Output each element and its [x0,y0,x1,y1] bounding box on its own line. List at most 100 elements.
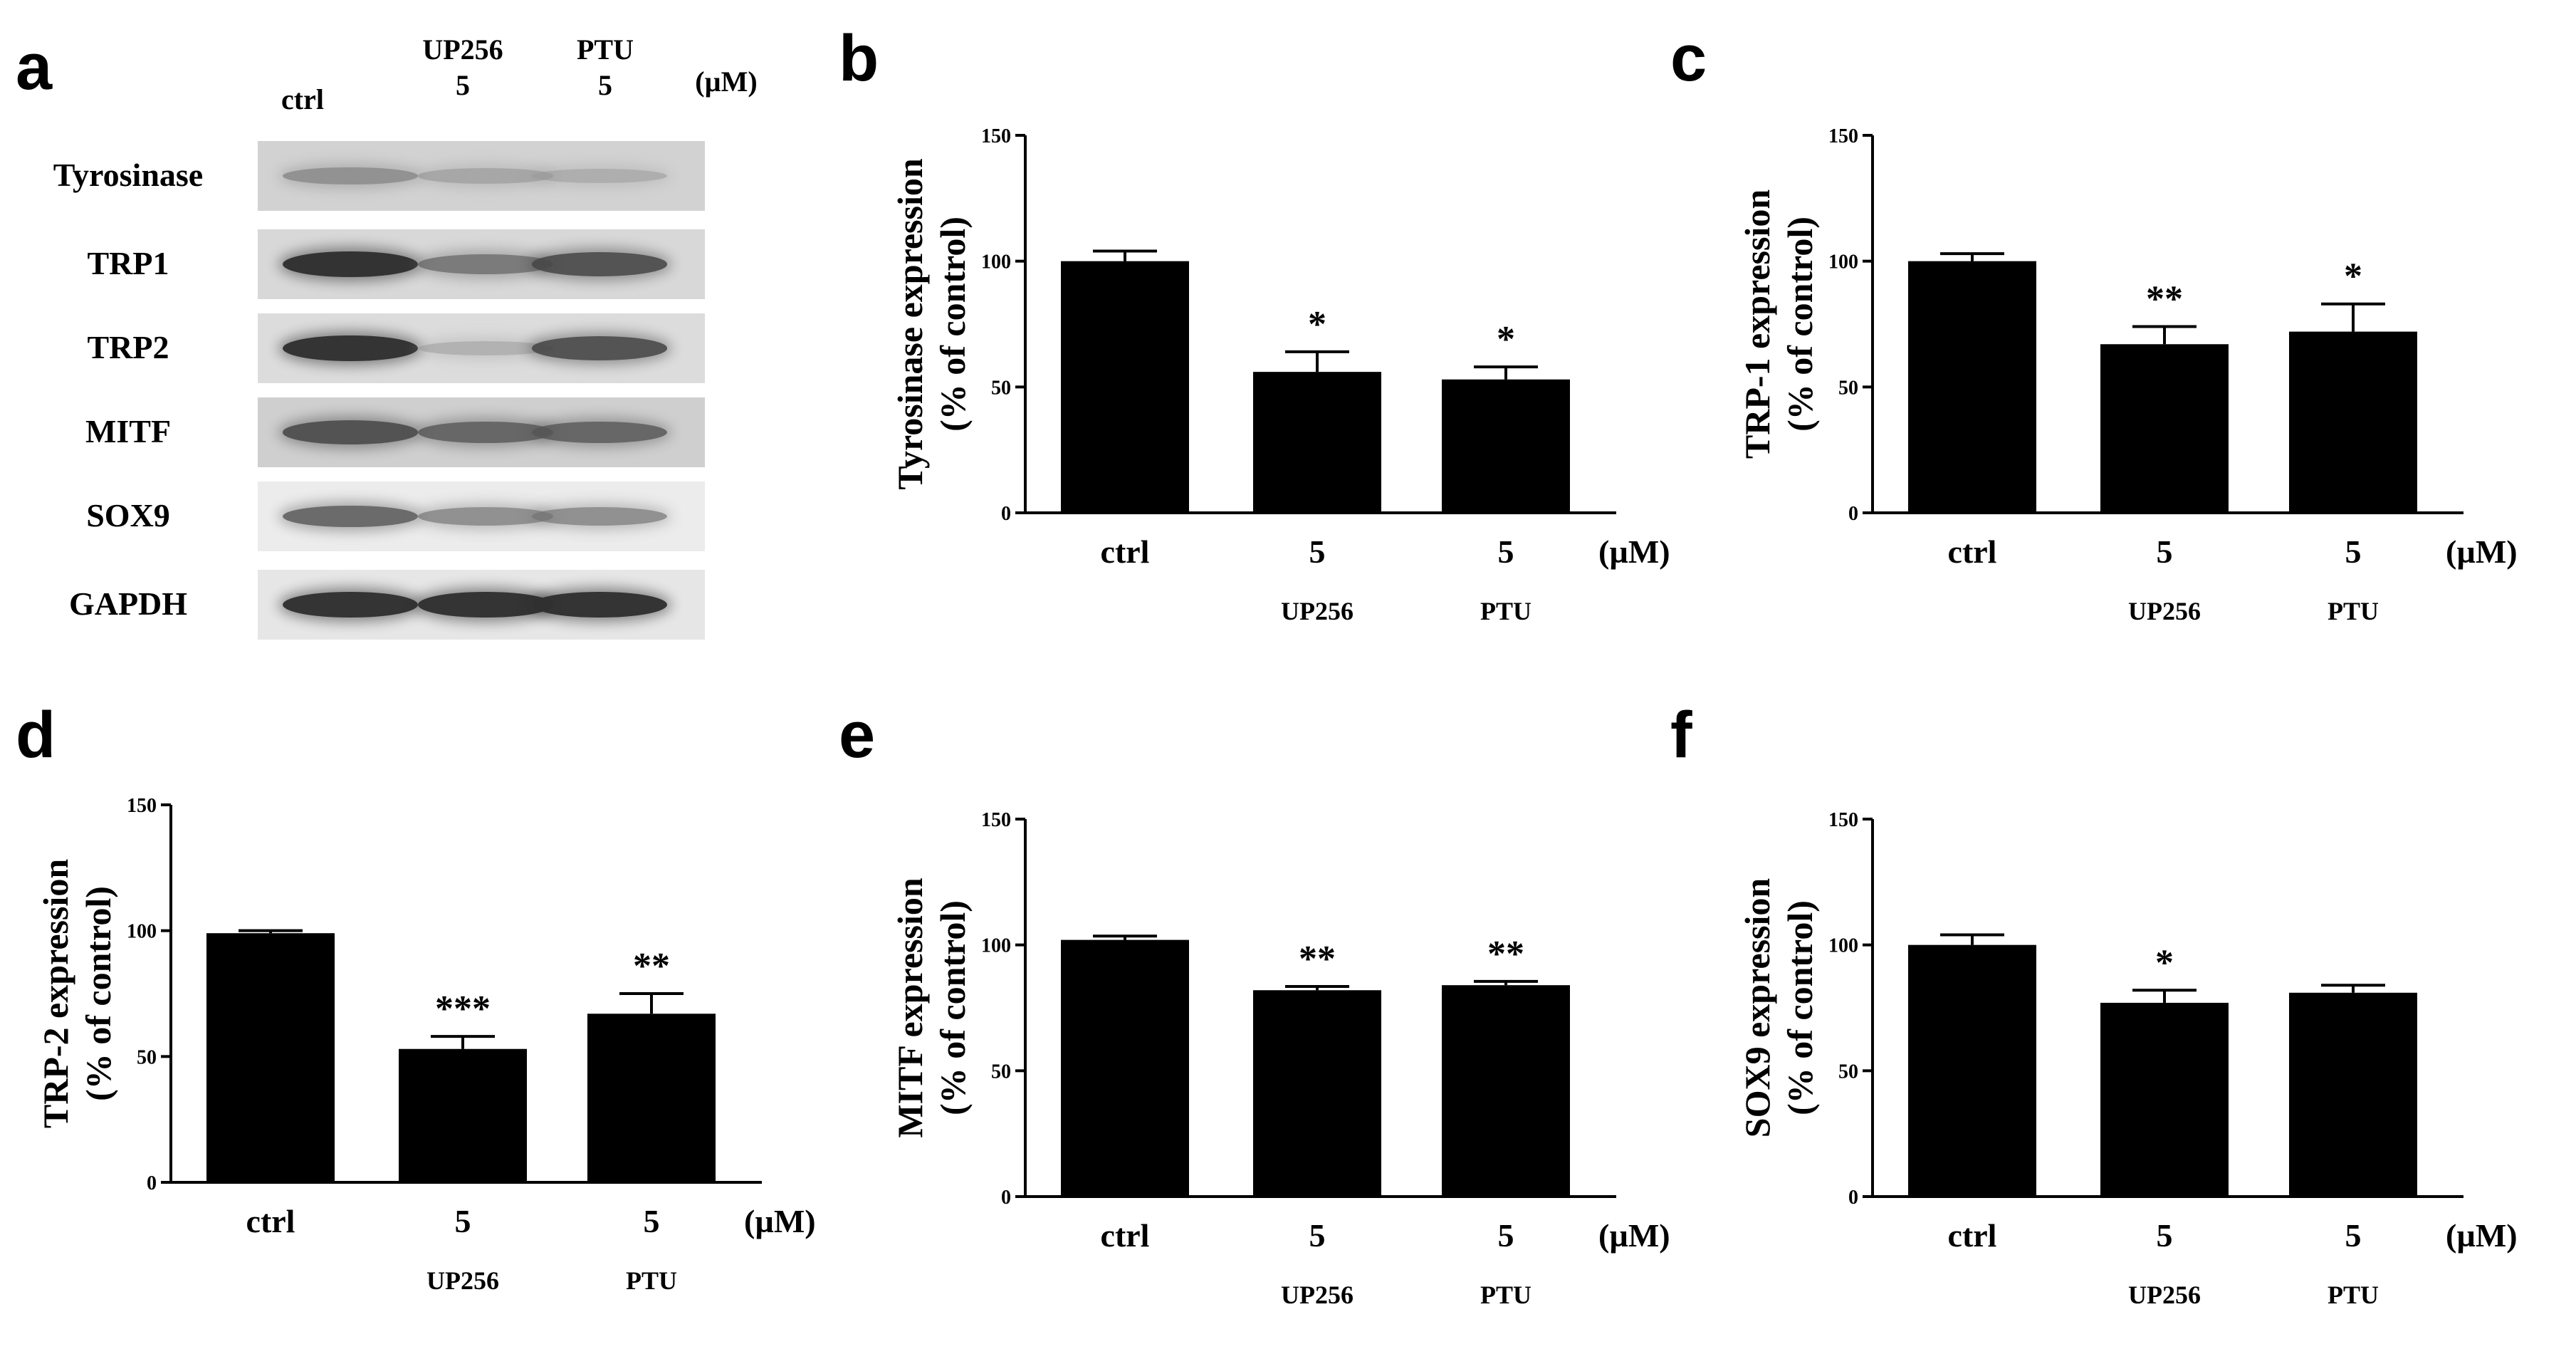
significance-marker: * [1497,319,1515,360]
x-tick-label: 5 [2345,533,2362,570]
blot-header-unit: (µM) [695,66,758,98]
y-axis-label-secondary: (% of control) [933,900,973,1115]
x-sublabel: UP256 [426,1266,499,1295]
blot-label-gapdh: GAPDH [68,585,188,622]
chart-trp2: TRP-2 expression (% of control) 0 50 100 150 c… [36,795,816,1295]
blot-strip-trp2 [258,313,705,383]
y-axis-label: MITF expression [890,877,930,1137]
y-axis-label: TRP-2 expression [36,859,75,1128]
y-tick-label: 150 [1828,125,1858,147]
bar [1061,939,1189,1197]
bar [1061,261,1189,513]
significance-marker: *** [435,989,491,1029]
blot-band [532,591,667,618]
bar [2289,331,2417,513]
significance-marker: ** [1299,939,1336,979]
blot-band [418,168,553,184]
blot-label-mitf: MITF [85,413,172,449]
significance-marker: * [2155,942,2174,983]
blot-label-trp1: TRP1 [87,245,169,281]
x-tick-label: ctrl [1948,533,1997,570]
y-tick-label: 150 [1828,809,1858,831]
blot-strip-trp1 [258,229,705,299]
y-tick-label: 0 [1848,1187,1858,1209]
panel-letter-b: b [839,22,879,95]
x-sublabel: PTU [1480,1281,1532,1309]
x-tick-label: ctrl [1948,1217,1997,1254]
chart-mitf: MITF expression (% of control) 0 50 100 150 ct… [890,809,1670,1309]
blot-strip-gapdh [258,570,705,640]
x-sublabel: PTU [1480,597,1532,625]
blot-band [283,251,418,278]
y-tick-label: 100 [127,921,157,943]
significance-marker: ** [1487,934,1524,974]
blot-band [532,507,667,526]
bar [2100,344,2229,513]
blot-band [532,169,667,183]
x-tick-label: 5 [455,1203,471,1239]
x-sublabel: UP256 [2128,597,2201,625]
y-tick-label: 50 [1838,1061,1858,1083]
x-tick-label: 5 [644,1203,660,1239]
significance-marker: * [1308,304,1326,345]
blot-band [418,341,553,355]
bar [1253,990,1381,1197]
y-axis-label: SOX9 expression [1737,878,1777,1138]
unit-label: (µM) [744,1203,816,1239]
blot-header-up256-dose: 5 [456,69,470,101]
blot-band [283,335,418,362]
blot-label-tyrosinase: Tyrosinase [53,157,204,193]
bar [1253,372,1381,513]
y-axis-label: TRP-1 expression [1737,189,1777,459]
y-tick-label: 100 [981,251,1011,274]
panel-letter-a: a [16,31,53,103]
bar [1442,985,1570,1197]
y-tick-label: 50 [991,1061,1011,1083]
bar [1442,379,1570,513]
x-tick-label: 5 [1309,1217,1326,1254]
blot-band [418,507,553,526]
blot-label-sox9: SOX9 [86,497,170,533]
blot-band [283,420,418,444]
blot-header-ptu-dose: 5 [598,69,612,101]
x-sublabel: PTU [626,1266,677,1295]
x-sublabel: UP256 [1281,1281,1354,1309]
y-axis-label-secondary: (% of control) [1780,900,1820,1115]
y-tick-label: 0 [1848,503,1858,525]
bar [1908,944,2036,1197]
western-blot: ctrl UP256 5 PTU 5 (µM) Tyrosinase TRP1 TR… [0,0,769,655]
blot-header-ptu-label: PTU [577,33,634,66]
x-tick-label: ctrl [1101,1217,1150,1254]
chart-tyrosinase: Tyrosinase expression (% of control) 0 50 10… [890,125,1670,625]
x-tick-label: 5 [2345,1217,2362,1254]
blot-header-up256: UP256 5 [406,32,520,103]
y-tick-label: 100 [1828,251,1858,274]
unit-label: (µM) [2446,533,2518,570]
panel-letter-f: f [1670,699,1692,771]
bar [399,1048,527,1182]
y-tick-label: 50 [137,1046,157,1068]
x-tick-label: 5 [1498,533,1514,570]
chart-sox9: SOX9 expression (% of control) 0 50 100 150 ct… [1737,809,2518,1309]
y-tick-label: 50 [991,377,1011,399]
bar [587,1014,716,1182]
significance-marker: ** [2146,279,2183,320]
x-sublabel: PTU [2328,1281,2379,1309]
y-axis-label-secondary: (% of control) [933,217,973,432]
blot-band [283,591,418,618]
y-tick-label: 0 [1001,1187,1011,1209]
panel-letter-d: d [16,699,56,771]
blot-strip-sox9 [258,481,705,551]
chart-trp1: TRP-1 expression (% of control) 0 50 100 150 c… [1737,125,2518,625]
y-tick-label: 150 [981,809,1011,831]
blot-header-up256-label: UP256 [422,33,503,66]
x-tick-label: 5 [1309,533,1326,570]
blot-band [283,167,418,185]
unit-label: (µM) [1598,1217,1670,1254]
bar [206,933,335,1182]
significance-marker: * [2344,256,2362,297]
panel-letter-c: c [1670,22,1707,95]
y-tick-label: 0 [147,1172,157,1194]
blot-band [532,252,667,276]
x-tick-label: 5 [2157,533,2173,570]
